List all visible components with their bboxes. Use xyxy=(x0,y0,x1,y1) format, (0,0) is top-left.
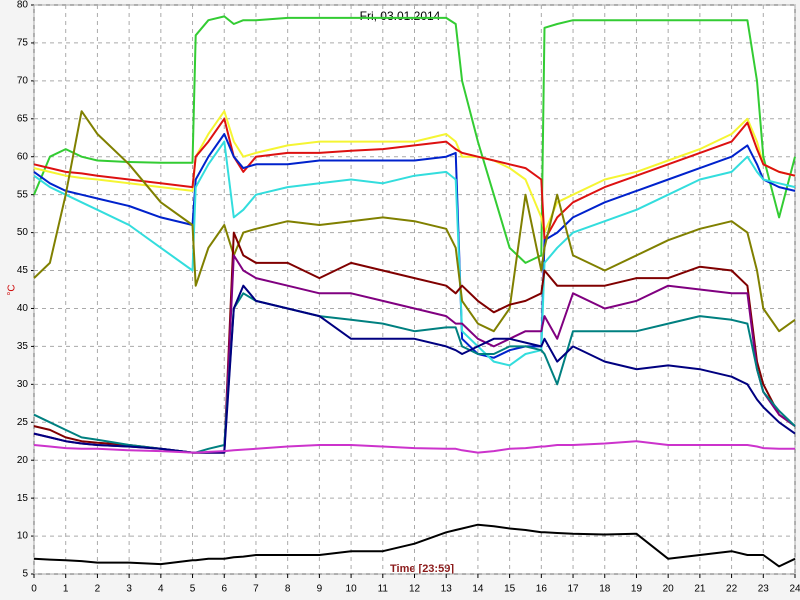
series-line xyxy=(33,140,796,367)
x-tick-label: 15 xyxy=(504,584,516,595)
x-tick-label: 5 xyxy=(190,584,196,595)
series-line xyxy=(33,133,796,359)
x-tick-label: 2 xyxy=(95,584,101,595)
x-tick-label: 10 xyxy=(346,584,358,595)
x-tick-label: 4 xyxy=(158,584,164,595)
x-tick-label: 0 xyxy=(31,584,37,595)
y-tick-label: 25 xyxy=(17,417,29,428)
x-tick-label: 11 xyxy=(378,584,389,595)
x-tick-label: 3 xyxy=(126,584,132,595)
x-tick-label: 23 xyxy=(758,584,770,595)
y-tick-label: 70 xyxy=(17,76,29,87)
y-tick-label: 60 xyxy=(17,151,29,162)
x-tick-label: 12 xyxy=(409,584,421,595)
x-tick-label: 9 xyxy=(317,584,323,595)
y-tick-label: 40 xyxy=(17,303,29,314)
y-tick-label: 10 xyxy=(17,531,29,542)
x-tick-label: 17 xyxy=(567,584,579,595)
x-axis-label: Time [23:59] xyxy=(390,563,454,575)
y-tick-label: 50 xyxy=(17,227,29,238)
x-tick-label: 8 xyxy=(285,584,291,595)
series-line xyxy=(33,523,796,568)
y-tick-label: 45 xyxy=(17,265,29,276)
x-tick-label: 19 xyxy=(631,584,643,595)
x-tick-label: 1 xyxy=(63,584,69,595)
x-tick-label: 20 xyxy=(663,584,675,595)
x-tick-label: 16 xyxy=(536,584,548,595)
chart-title: Fri, 03.01.2014 xyxy=(360,9,441,23)
series-line xyxy=(33,117,796,242)
series-line xyxy=(33,15,796,264)
x-tick-label: 21 xyxy=(694,584,706,595)
series-line xyxy=(33,284,796,454)
x-tick-label: 6 xyxy=(221,584,227,595)
series-line xyxy=(33,440,795,454)
y-tick-label: 35 xyxy=(17,341,29,352)
y-tick-label: 20 xyxy=(17,455,29,466)
x-tick-label: 7 xyxy=(253,584,259,595)
x-tick-label: 14 xyxy=(472,584,484,595)
y-tick-label: 55 xyxy=(17,189,29,200)
x-tick-label: 18 xyxy=(599,584,611,595)
x-tick-label: 22 xyxy=(726,584,738,595)
y-tick-label: 65 xyxy=(17,113,29,124)
series-line xyxy=(33,110,796,234)
y-tick-label: 80 xyxy=(17,0,29,11)
y-axis-label: °C xyxy=(7,284,18,295)
y-tick-label: 5 xyxy=(22,569,28,580)
y-tick-label: 15 xyxy=(17,493,29,504)
x-tick-label: 13 xyxy=(441,584,453,595)
series-line xyxy=(33,110,796,333)
x-tick-label: 24 xyxy=(789,584,800,595)
y-tick-label: 75 xyxy=(17,38,29,49)
y-tick-label: 30 xyxy=(17,379,29,390)
